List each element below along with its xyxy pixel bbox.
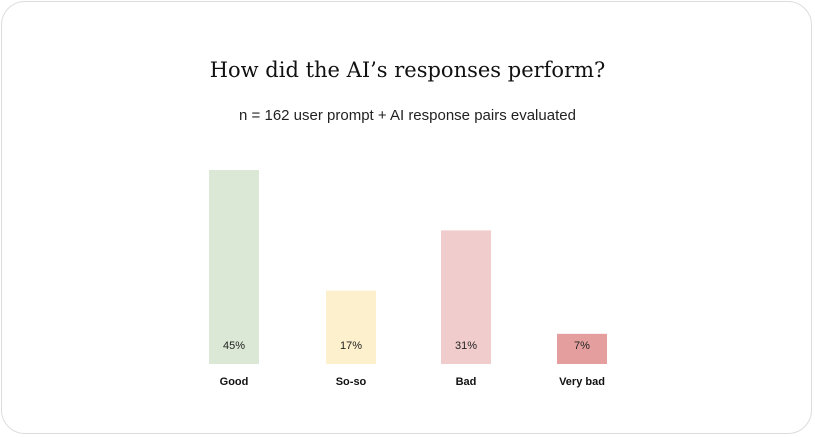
bar-bad — [441, 230, 491, 364]
value-label-very-bad: 7% — [574, 340, 590, 352]
bar-so-so — [326, 290, 376, 364]
bar-good — [209, 170, 259, 364]
category-label-bad: Bad — [456, 376, 477, 388]
value-label-so-so: 17% — [340, 340, 362, 352]
bar-very-bad — [557, 333, 607, 364]
chart-subtitle: n = 162 user prompt + AI response pairs … — [239, 107, 576, 124]
category-label-so-so: So-so — [336, 376, 367, 388]
category-label-good: Good — [220, 376, 249, 388]
category-label-very-bad: Very bad — [559, 376, 605, 388]
value-label-bad: 31% — [455, 340, 477, 352]
chart-title: How did the AI’s responses perform? — [209, 58, 606, 82]
value-label-good: 45% — [223, 340, 245, 352]
